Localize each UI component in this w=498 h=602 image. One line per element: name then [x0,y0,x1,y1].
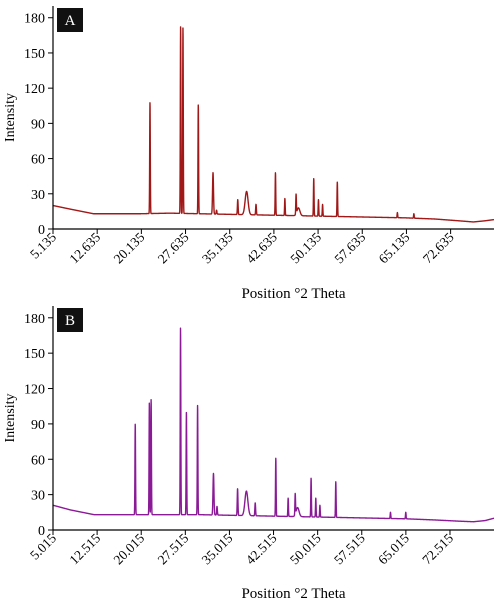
y-tick-label: 150 [24,347,45,362]
x-tick-label: 42.635 [243,229,280,266]
y-tick-label: 90 [31,117,45,132]
y-tick-label: 150 [24,47,45,62]
y-tick-label: 180 [24,12,45,27]
x-tick-label: 50.015 [287,530,324,567]
y-axis-title: Intensity [3,394,18,443]
panel-label-box [57,8,83,32]
x-tick-label: 27.515 [155,530,192,567]
panel-label-box [57,308,83,332]
x-tick-label: 12.515 [66,530,103,567]
y-axis-title: Intensity [3,93,18,142]
y-tick-label: 60 [31,153,45,168]
y-tick-label: 30 [31,188,45,203]
y-tick-label: 180 [24,312,45,327]
x-tick-label: 65.015 [375,530,412,567]
y-tick-label: 60 [31,453,45,468]
x-tick-label: 57.515 [331,530,368,567]
x-tick-label: 42.515 [243,530,280,567]
panel-label: B [65,313,75,329]
y-tick-label: 120 [24,82,45,97]
x-tick-label: 35.135 [199,229,236,266]
y-tick-label: 120 [24,383,45,398]
xrd-panel-b: 0 30 60 90 120 150 180 5.015 12.515 20.015 27.515 3… [3,306,495,602]
x-tick-label: 27.635 [155,229,192,266]
diffraction-trace [52,327,495,523]
x-tick-label: 20.015 [110,530,147,567]
x-tick-label: 57.635 [332,229,369,266]
x-axis-title: Position °2 Theta [241,586,345,602]
x-tick-label: 20.135 [111,229,148,266]
x-tick-label: 72.635 [420,229,457,266]
y-tick-label: 0 [38,223,45,238]
x-tick-label: 65.135 [376,229,413,266]
x-tick-label: 35.015 [199,530,236,567]
y-tick-label: 30 [31,489,45,504]
diffraction-trace [52,26,495,223]
x-tick-label: 12.635 [66,229,103,266]
x-axis-title: Position °2 Theta [241,286,345,302]
x-tick-label: 72.515 [419,530,456,567]
y-tick-label: 0 [38,524,45,539]
x-tick-label: 50.135 [287,229,324,266]
y-tick-label: 90 [31,418,45,433]
panel-label: A [65,13,76,29]
x-tick-label: 5.015 [27,530,59,562]
x-tick-label: 5.135 [27,229,59,261]
xrd-panel-a: 0 30 60 90 120 150 180 5.135 12.635 20.135 27.635 3… [3,6,495,302]
